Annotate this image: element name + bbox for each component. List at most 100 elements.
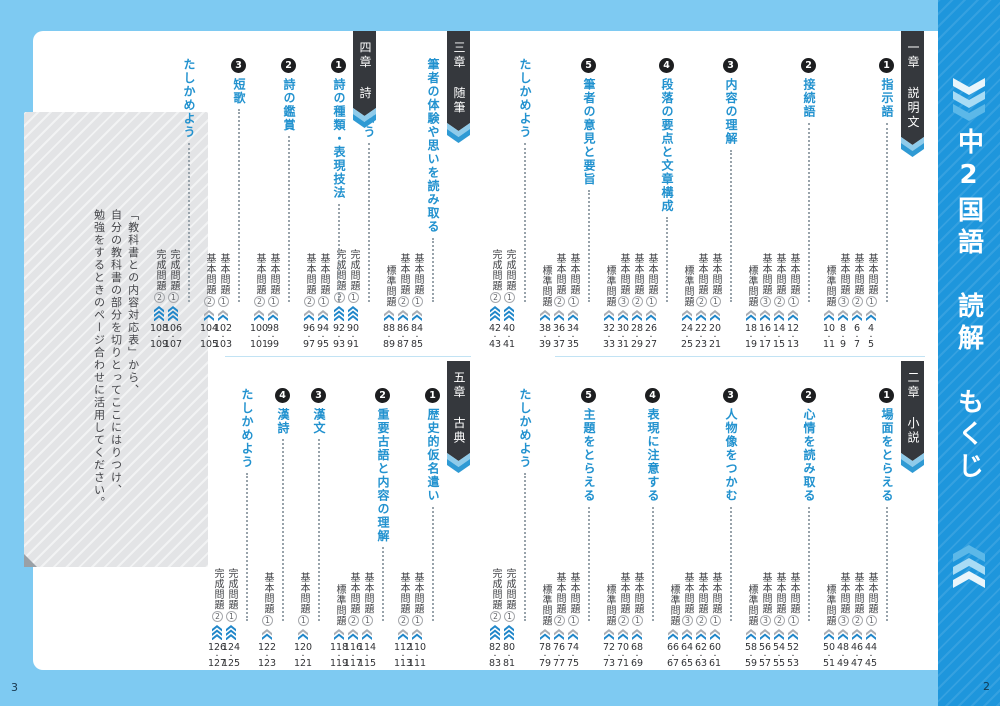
page-number-separator: ・: [747, 652, 754, 660]
problem-page-numbers: 96 ・ 97: [302, 323, 316, 350]
item-number-badge: 2: [375, 388, 390, 403]
problem-page-numbers: 66 ・ 67: [666, 642, 680, 669]
problem-label-text: 基本問題: [852, 572, 863, 615]
problem-label: 完成問題2: [489, 249, 501, 304]
problem-label-text: 基本問題: [298, 572, 309, 615]
problem-entry: 基本問題2 70 ・ 71: [617, 388, 629, 669]
page-number-separator: ・: [336, 652, 343, 660]
page-number-separator: ・: [364, 652, 371, 660]
problem-icon: [696, 629, 706, 641]
toc-item: 5 主題をとらえる 基本問題1 74 ・ 75 基本問題2 76 ・ 77 標準問題 78 ・ 79: [539, 388, 596, 669]
item-number-badge: 4: [659, 58, 674, 73]
page-number-separator: ・: [711, 652, 718, 660]
problem-label-text: 完成問題: [226, 568, 237, 611]
problem-page-numbers: 54 ・ 55: [773, 642, 785, 669]
toc-item-title-column: 3 漢文: [311, 388, 326, 621]
problem-page-numbers: 88 ・ 89: [382, 323, 396, 350]
page-number-second: 5: [867, 338, 875, 350]
page-number-first: 80: [502, 642, 516, 654]
dotted-leader: [651, 506, 654, 621]
page-number-second: 71: [616, 657, 630, 669]
page-number-second: 67: [666, 657, 680, 669]
page-number-first: 114: [357, 642, 377, 654]
problem-number-badge: 1: [567, 296, 579, 308]
toc-item-title-column: 4 段落の要点と文章構成: [659, 58, 674, 302]
problem-number-badge: 1: [865, 615, 877, 627]
page-number-right: 2: [983, 680, 990, 693]
problem-icon: [348, 629, 358, 641]
page-number-first: 30: [616, 323, 630, 335]
problem-icon: [362, 629, 372, 641]
toc-item: 3 短歌 基本問題1 102 ・ 103 基本問題2 104 ・ 105: [200, 58, 246, 350]
page-number-first: 14: [772, 323, 786, 335]
page-number-first: 88: [382, 323, 396, 335]
toc-item-title: 歴史的仮名遣い: [426, 408, 440, 503]
page-number-second: 79: [538, 657, 552, 669]
problem-label-text: 基本問題: [554, 572, 565, 615]
dotted-leader: [665, 217, 668, 302]
page-number-first: 122: [257, 642, 277, 654]
problem-icon: [604, 629, 614, 641]
dotted-leader: [587, 190, 590, 302]
page-number-second: 97: [302, 338, 316, 350]
problem-label-text: 完成問題: [348, 249, 359, 292]
banner-chevron-tail-icon: [901, 447, 924, 473]
problem-entry: 基本問題2 104 ・ 105: [200, 58, 218, 350]
dotted-leader: [729, 506, 732, 621]
problem-page-numbers: 102 ・ 103: [214, 323, 232, 350]
problem-label-text: 標準問題: [604, 265, 615, 308]
dotted-leader: [523, 473, 526, 621]
problem-number-badge: 1: [167, 292, 179, 304]
problem-entry: 基本問題1 120 ・ 121: [294, 388, 312, 669]
problem-number-badge: 1: [347, 292, 359, 304]
dotted-leader: [187, 143, 190, 302]
problem-label-text: 基本問題: [632, 253, 643, 296]
page-number-first: 118: [329, 642, 349, 654]
page-number-separator: ・: [669, 652, 676, 660]
problem-entry: 基本問題2 96 ・ 97: [303, 58, 315, 350]
item-number-badge: 2: [801, 58, 816, 73]
problem-label-text: 基本問題: [398, 253, 409, 296]
dotted-leader: [381, 547, 384, 621]
problem-number-badge: 2: [489, 292, 501, 304]
complete-problem-icon: [490, 625, 500, 641]
problem-entry: 標準問題 10 ・ 11: [823, 58, 835, 350]
problem-entry: 標準問題 72 ・ 73: [603, 388, 615, 669]
page-number-separator: ・: [349, 333, 356, 341]
problem-entry: 標準問題 18 ・ 19: [745, 58, 757, 350]
problem-label-text: 基本問題: [398, 572, 409, 615]
page-number-separator: ・: [761, 333, 768, 341]
problem-page-numbers: 86 ・ 87: [397, 323, 409, 350]
page-number-separator: ・: [789, 333, 796, 341]
page-number-second: 83: [488, 657, 502, 669]
page-number-first: 38: [538, 323, 552, 335]
page-number-second: 23: [694, 338, 708, 350]
page-number-second: 33: [602, 338, 616, 350]
page-number-second: 93: [332, 338, 346, 350]
problem-number-badge: 2: [489, 611, 501, 623]
complete-problem-icon: [226, 625, 236, 641]
toc-item-title-column: 1 指示語: [879, 58, 894, 302]
page-number-second: 49: [836, 657, 850, 669]
page-number-first: 110: [407, 642, 427, 654]
page-number-separator: ・: [789, 652, 796, 660]
problem-icon: [618, 629, 628, 641]
complete-problem-icon: [504, 306, 514, 322]
page-number-second: 63: [694, 657, 708, 669]
problem-entry: 標準問題 118 ・ 119: [329, 388, 349, 669]
problem-page-numbers: 122 ・ 123: [257, 642, 277, 669]
problem-label-text: 基本問題: [866, 253, 877, 296]
toc-item: 3 人物像をつかむ 基本問題1 60 ・ 61 基本問題2 62 ・ 63 基本問題3 64 ・ 65 標準…: [667, 388, 738, 669]
problem-entry: 標準問題 58 ・ 59: [745, 388, 757, 669]
problem-number-badge: 2: [773, 615, 785, 627]
problem-entry: 基本問題2 22 ・ 23: [695, 58, 707, 350]
problem-icon: [554, 310, 564, 322]
page-number-second: 31: [616, 338, 630, 350]
page-number-first: 44: [864, 642, 878, 654]
problem-number-badge: 2: [773, 296, 785, 308]
toc-item-title: 筆者の体験や思いを読み取る: [426, 58, 440, 234]
page-number-first: 52: [786, 642, 800, 654]
problem-icon: [604, 310, 614, 322]
problem-icon: [204, 310, 214, 322]
problem-page-numbers: 112 ・ 113: [394, 642, 412, 669]
